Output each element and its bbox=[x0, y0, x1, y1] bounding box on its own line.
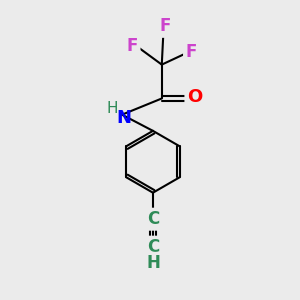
Text: C: C bbox=[147, 210, 159, 228]
Text: N: N bbox=[116, 109, 131, 127]
Text: F: F bbox=[159, 17, 170, 35]
Text: H: H bbox=[107, 101, 118, 116]
Text: F: F bbox=[185, 43, 197, 61]
Text: F: F bbox=[127, 37, 138, 55]
Text: C: C bbox=[147, 238, 159, 256]
Text: O: O bbox=[187, 88, 202, 106]
Text: H: H bbox=[146, 254, 160, 272]
